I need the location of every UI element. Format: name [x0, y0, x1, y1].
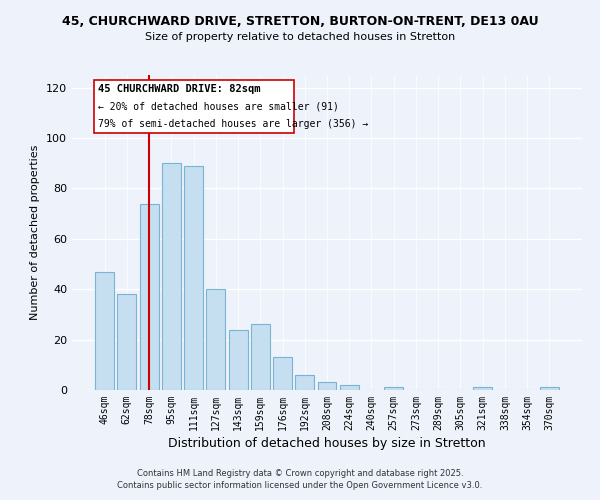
Text: 45 CHURCHWARD DRIVE: 82sqm: 45 CHURCHWARD DRIVE: 82sqm [98, 84, 260, 94]
Bar [118, 294, 136, 390]
Bar [473, 388, 492, 390]
Bar [95, 272, 114, 390]
Bar [317, 382, 337, 390]
Text: ← 20% of detached houses are smaller (91): ← 20% of detached houses are smaller (91… [98, 102, 339, 112]
Bar [273, 357, 292, 390]
Bar [162, 163, 181, 390]
Bar [229, 330, 248, 390]
Bar [384, 388, 403, 390]
Bar [295, 375, 314, 390]
Y-axis label: Number of detached properties: Number of detached properties [31, 145, 40, 320]
Bar [251, 324, 270, 390]
Bar [540, 388, 559, 390]
Text: Contains HM Land Registry data © Crown copyright and database right 2025.: Contains HM Land Registry data © Crown c… [137, 468, 463, 477]
Bar [340, 385, 359, 390]
Text: Size of property relative to detached houses in Stretton: Size of property relative to detached ho… [145, 32, 455, 42]
Bar [206, 289, 225, 390]
Text: 45, CHURCHWARD DRIVE, STRETTON, BURTON-ON-TRENT, DE13 0AU: 45, CHURCHWARD DRIVE, STRETTON, BURTON-O… [62, 15, 538, 28]
X-axis label: Distribution of detached houses by size in Stretton: Distribution of detached houses by size … [168, 437, 486, 450]
Text: 79% of semi-detached houses are larger (356) →: 79% of semi-detached houses are larger (… [98, 119, 368, 129]
Bar [140, 204, 158, 390]
Bar [184, 166, 203, 390]
Text: Contains public sector information licensed under the Open Government Licence v3: Contains public sector information licen… [118, 481, 482, 490]
FancyBboxPatch shape [94, 80, 293, 133]
